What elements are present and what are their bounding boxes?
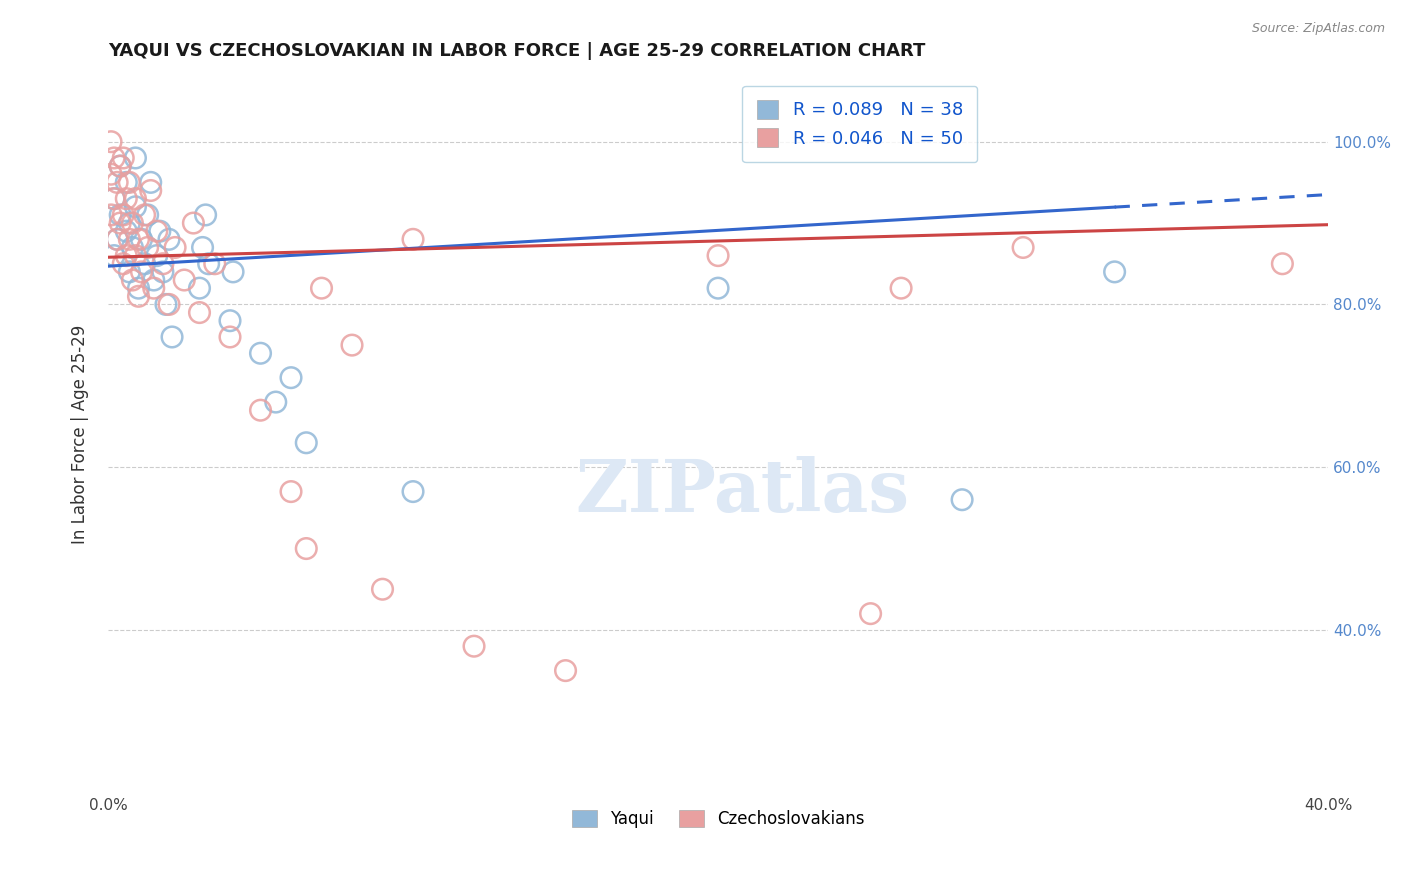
Y-axis label: In Labor Force | Age 25-29: In Labor Force | Age 25-29 [72,325,89,544]
Point [188,281,211,295]
Point [115,249,138,263]
Point [402,232,425,246]
Point [105,232,128,246]
Point [295,435,318,450]
Point [222,265,245,279]
Point [121,240,143,254]
Point [128,289,150,303]
Point [1012,240,1035,254]
Point [128,281,150,295]
Point [134,208,156,222]
Point [103,151,125,165]
Point [112,257,135,271]
Point [105,232,128,246]
Point [118,175,141,189]
Point [108,216,131,230]
Point [100,135,122,149]
Point [157,232,180,246]
Point [219,330,242,344]
Point [157,297,180,311]
Point [146,249,169,263]
Point [108,159,131,173]
Point [311,281,333,295]
Point [295,541,318,556]
Point [142,281,165,295]
Point [124,192,146,206]
Point [103,192,125,206]
Point [554,664,576,678]
Point [108,159,131,173]
Point [112,151,135,165]
Point [149,224,172,238]
Point [859,607,882,621]
Point [131,232,153,246]
Point [280,370,302,384]
Point [103,249,125,263]
Point [124,151,146,165]
Point [219,314,242,328]
Point [139,175,162,189]
Point [950,492,973,507]
Point [197,257,219,271]
Point [280,484,302,499]
Point [124,200,146,214]
Point [173,273,195,287]
Point [100,208,122,222]
Point [191,240,214,254]
Point [142,273,165,287]
Point [134,257,156,271]
Point [890,281,912,295]
Point [100,167,122,181]
Point [463,639,485,653]
Point [707,281,730,295]
Point [155,297,177,311]
Point [249,403,271,417]
Point [115,224,138,238]
Point [264,395,287,409]
Point [115,192,138,206]
Point [112,208,135,222]
Point [707,249,730,263]
Point [1271,257,1294,271]
Point [118,265,141,279]
Point [103,192,125,206]
Point [121,216,143,230]
Point [105,175,128,189]
Point [136,208,159,222]
Point [204,257,226,271]
Point [118,232,141,246]
Point [118,216,141,230]
Point [188,305,211,319]
Text: Source: ZipAtlas.com: Source: ZipAtlas.com [1251,22,1385,36]
Point [249,346,271,360]
Point [340,338,363,352]
Point [131,265,153,279]
Point [402,484,425,499]
Point [152,265,174,279]
Point [1104,265,1126,279]
Point [160,330,183,344]
Point [194,208,217,222]
Text: YAQUI VS CZECHOSLOVAKIAN IN LABOR FORCE | AGE 25-29 CORRELATION CHART: YAQUI VS CZECHOSLOVAKIAN IN LABOR FORCE … [108,42,925,60]
Point [124,249,146,263]
Point [146,224,169,238]
Point [121,273,143,287]
Point [371,582,394,597]
Point [152,257,174,271]
Point [115,175,138,189]
Point [165,240,187,254]
Point [136,240,159,254]
Legend: Yaqui, Czechoslovakians: Yaqui, Czechoslovakians [565,803,872,834]
Point [128,232,150,246]
Point [183,216,205,230]
Text: ZIPatlas: ZIPatlas [575,457,910,527]
Point [139,184,162,198]
Point [108,208,131,222]
